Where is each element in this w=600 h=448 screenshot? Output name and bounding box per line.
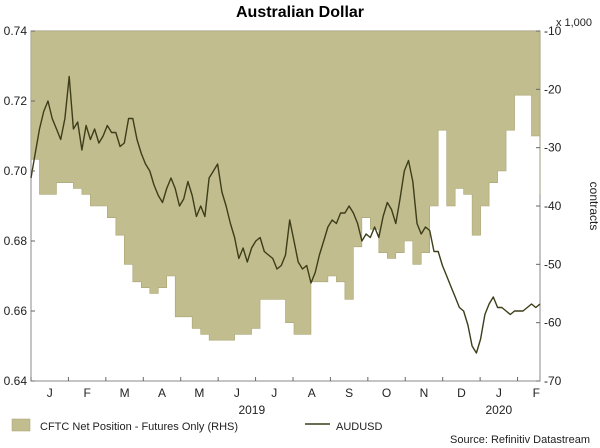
right-axis-label: contracts [587,182,600,231]
left-tick-label: 0.72 [4,94,28,108]
right-tick-label: -30 [544,141,562,155]
x-month-label: A [158,386,166,400]
x-month-label: J [271,386,277,400]
series-audusd-line [30,75,541,354]
x-month-label: J [234,386,240,400]
left-tick-label: 0.70 [4,164,28,178]
x-month-label: A [308,386,316,400]
x-year-label: 2019 [238,403,265,417]
right-tick-label: -60 [544,316,562,330]
x-month-label: S [345,386,353,400]
right-tick-label: -10 [544,24,562,38]
x-month-label: N [420,386,429,400]
right-tick-label: -40 [544,199,562,213]
right-axis: -70 -60 -50 -40 -30 -20 -10 [536,24,562,388]
x-month-label: D [457,386,466,400]
x-month-label: M [120,386,130,400]
right-tick-label: -70 [544,374,562,388]
right-axis-multiplier: x 1,000 [556,17,592,29]
legend-label-cftc: CFTC Net Position - Futures Only (RHS) [40,421,238,433]
left-tick-label: 0.68 [4,234,28,248]
chart-title: Australian Dollar [236,4,364,21]
x-month-label: O [382,386,391,400]
x-axis: J F M A M J J A S O N D J F 2019 2020 [30,377,540,417]
left-tick-label: 0.66 [4,304,28,318]
x-month-label: F [533,386,540,400]
left-tick-label: 0.64 [4,374,28,388]
source-note: Source: Refinitiv Datastream [450,434,590,446]
right-tick-label: -50 [544,257,562,271]
left-tick-label: 0.74 [4,24,28,38]
legend: CFTC Net Position - Futures Only (RHS) A… [11,418,383,433]
audusd-line-path [30,75,541,354]
series-cftc-area [30,30,541,341]
x-month-label: J [496,386,502,400]
left-axis: 0.64 0.66 0.68 0.70 0.72 0.74 [4,24,35,388]
right-tick-label: -20 [544,82,562,96]
x-month-label: M [194,386,204,400]
cftc-area-path [30,30,541,341]
x-year-label: 2020 [485,403,512,417]
legend-label-audusd: AUDUSD [336,421,383,433]
x-month-label: F [83,386,90,400]
legend-swatch-cftc [11,418,31,432]
x-month-label: J [47,386,53,400]
